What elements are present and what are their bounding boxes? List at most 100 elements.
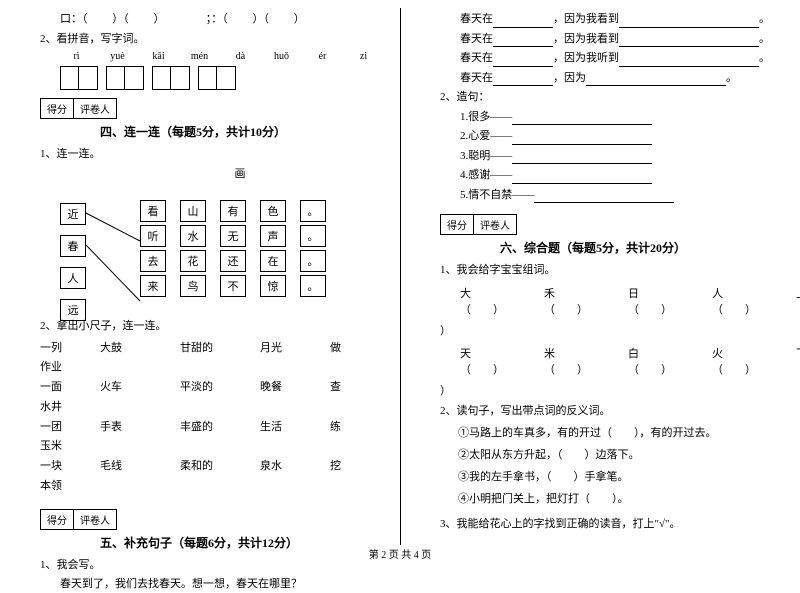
py-4: dà xyxy=(224,51,257,62)
tc: 作业 xyxy=(40,358,100,378)
sent-1: ①马路上的车真多，有的开过（ ），有的开过去。 xyxy=(458,422,717,444)
make-5: 5.情不自禁—— xyxy=(460,187,780,204)
make-4: 4.感谢—— xyxy=(460,167,780,184)
tc: 一面 xyxy=(40,378,100,398)
wr: 禾（ ） xyxy=(544,285,588,317)
wr: 上（ xyxy=(796,285,800,317)
sp-b: ，因为我看到 xyxy=(553,13,619,25)
cbox: 去 xyxy=(140,250,166,272)
tc: 晚餐 xyxy=(260,378,330,398)
blank[interactable] xyxy=(493,55,553,67)
blank[interactable] xyxy=(493,74,553,86)
cbox: 鸟 xyxy=(180,275,206,297)
q1-line: 口：（ ）（ ） ；：（ ）（ ） xyxy=(60,11,380,28)
section-6-title: 六、综合题（每题5分，共计20分） xyxy=(500,239,780,256)
s4-center: 画 xyxy=(100,166,380,183)
cbox: 有 xyxy=(220,200,246,222)
s5-line1: 春天到了，我们去找春天。想一想，春天在哪里？ xyxy=(60,576,380,593)
sp-c: 。 xyxy=(759,13,770,25)
tc: 一列 xyxy=(40,339,100,359)
tc: 手表 xyxy=(100,418,180,438)
cbox: 无 xyxy=(220,225,246,247)
tian-grid-row xyxy=(60,66,380,90)
cbox: 来 xyxy=(140,275,166,297)
wr: 下（ xyxy=(796,345,800,377)
tc: 平淡的 xyxy=(180,378,260,398)
sp-b: ，因为 xyxy=(553,72,586,84)
sp-a: 春天在 xyxy=(460,33,493,45)
sent-4: ④小明把门关上，把灯打（ ）。 xyxy=(458,488,629,510)
cbox: 山 xyxy=(180,200,206,222)
cbox: 声 xyxy=(260,225,286,247)
reviewer-label: 评卷人 xyxy=(74,99,116,118)
blank[interactable] xyxy=(512,152,652,164)
wr: 火（ ） xyxy=(712,345,756,377)
q1-e: ）（ xyxy=(253,13,270,25)
py-7: zi xyxy=(347,51,380,62)
score-box-5: 得分 评卷人 xyxy=(40,509,117,530)
q1-d: ；：（ xyxy=(206,13,228,25)
blank[interactable] xyxy=(512,133,652,145)
tc: 生活 xyxy=(260,418,330,438)
cbox: 。 xyxy=(300,250,326,272)
tc: 火车 xyxy=(100,378,180,398)
blank[interactable] xyxy=(586,74,726,86)
score-label: 得分 xyxy=(41,99,74,118)
cbox: 。 xyxy=(300,225,326,247)
match-left-box: 远 xyxy=(60,299,86,321)
py-1: yuè xyxy=(101,51,134,62)
tian-pair xyxy=(60,66,98,90)
sp-b: ，因为我看到 xyxy=(553,33,619,45)
make-3: 3.聪明—— xyxy=(460,148,780,165)
tc: 本领 xyxy=(40,477,100,497)
cbox: 在 xyxy=(260,250,286,272)
cbox: 听 xyxy=(140,225,166,247)
match-left-box: 近 xyxy=(60,203,86,225)
word-row-1: 大（ ） 禾（ ） 日（ ） 人（ ） 上（ xyxy=(460,285,780,317)
q1-f: ） xyxy=(294,13,305,25)
blank[interactable] xyxy=(619,35,759,47)
cbox: 水 xyxy=(180,225,206,247)
match-row: 去 花 还 在 。 xyxy=(140,250,340,272)
sp-a: 春天在 xyxy=(460,13,493,25)
q1-c: ） xyxy=(154,13,160,25)
q2-make: 2、造句： xyxy=(440,89,780,106)
match-row: 来 鸟 不 惊 。 xyxy=(140,275,340,297)
cbox: 色 xyxy=(260,200,286,222)
sp-c: 。 xyxy=(759,52,770,64)
tc: 丰盛的 xyxy=(180,418,260,438)
s6-q3: 3、我能给花心上的字找到正确的读音，打上"√"。 xyxy=(440,516,780,533)
row1-end: ） xyxy=(440,323,780,340)
pinyin-row: rì yuè kāi mén dà huǒ ér zi xyxy=(60,51,380,62)
blank[interactable] xyxy=(534,191,674,203)
match-table: 一列大鼓甘甜的月光做 作业 一面火车平淡的晚餐查 水井 一团手表丰盛的生活练 玉… xyxy=(40,339,380,497)
tc: 柔和的 xyxy=(180,457,260,477)
spring-line: 春天在 ，因为我看到 。 xyxy=(460,11,780,28)
blank[interactable] xyxy=(619,55,759,67)
tian-pair xyxy=(106,66,144,90)
mk: 4.感谢—— xyxy=(460,169,512,181)
q1-b: ）（ xyxy=(112,13,129,25)
blank[interactable] xyxy=(512,113,652,125)
mk: 2.心爱—— xyxy=(460,130,512,142)
match-left-box: 春 xyxy=(60,235,86,257)
blank[interactable] xyxy=(493,16,553,28)
wr: 米（ ） xyxy=(544,345,588,377)
match-area: 近 春 人 远 看 山 有 色 。 听 水 无 xyxy=(60,185,380,315)
tc: 玉米 xyxy=(40,437,100,457)
blank[interactable] xyxy=(512,172,652,184)
py-3: mén xyxy=(183,51,216,62)
py-2: kāi xyxy=(142,51,175,62)
blank[interactable] xyxy=(493,35,553,47)
py-5: huǒ xyxy=(265,51,298,62)
sp-a: 春天在 xyxy=(460,72,493,84)
blank[interactable] xyxy=(619,16,759,28)
tc: 练 xyxy=(330,418,370,438)
s4-q1: 1、连一连。 xyxy=(40,146,380,163)
q2-label: 2、看拼音，写字词。 xyxy=(40,31,380,48)
spring-line: 春天在，因为我听到。 xyxy=(460,50,780,67)
mk: 1.很多—— xyxy=(460,111,512,123)
tian-pair xyxy=(198,66,236,90)
sp-b: ，因为我听到 xyxy=(553,52,619,64)
make-2: 2.心爱—— xyxy=(460,128,780,145)
